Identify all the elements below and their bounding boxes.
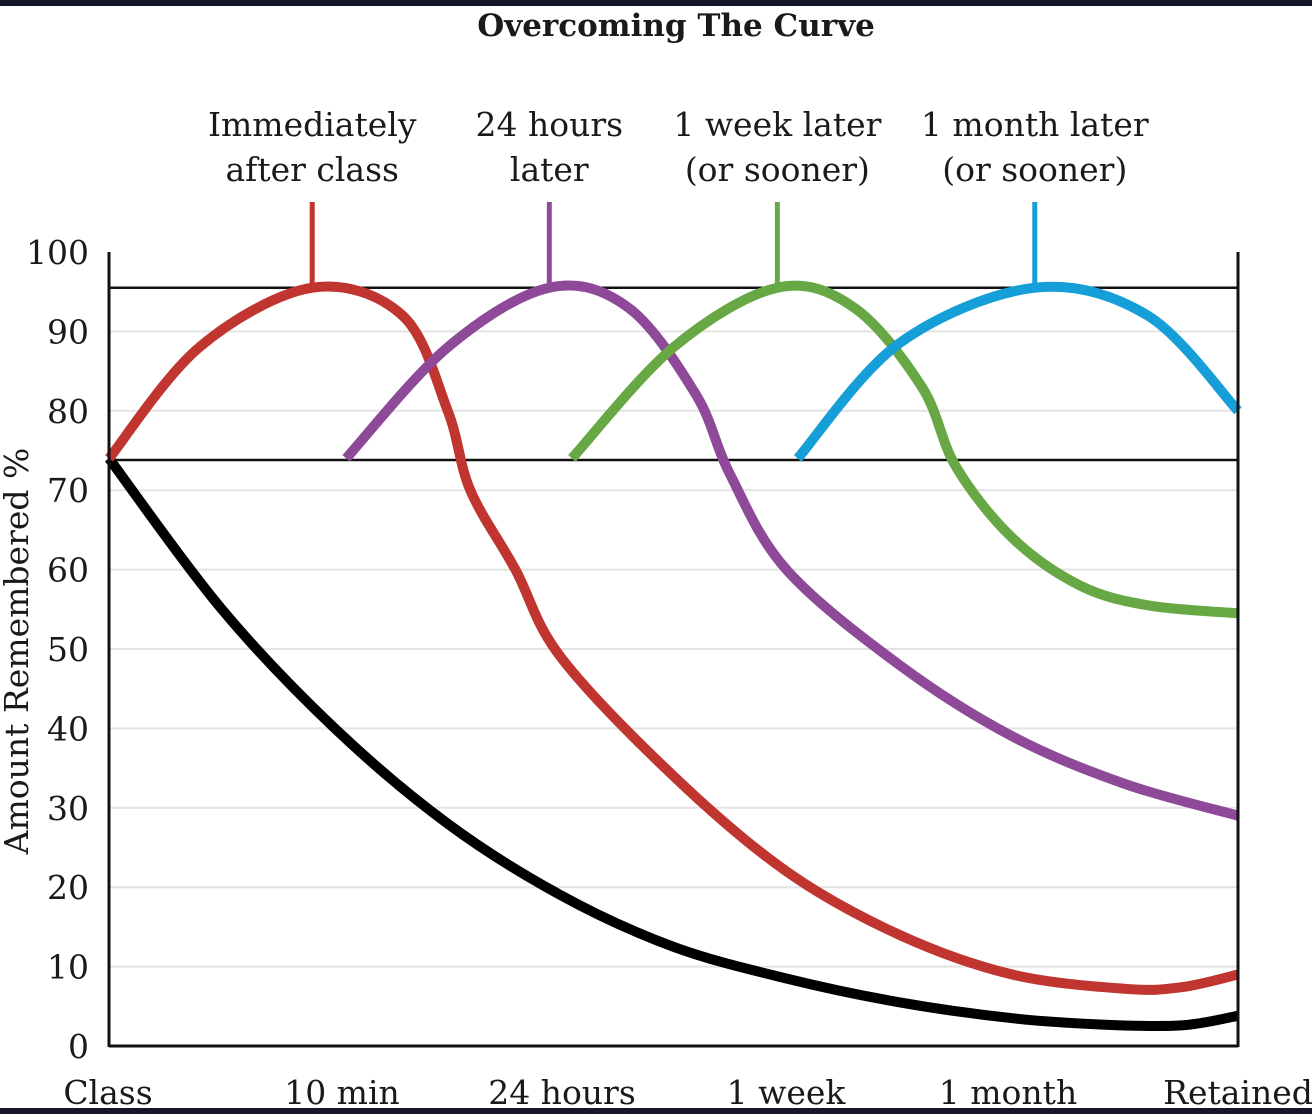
gridlines: [109, 330, 1238, 968]
annotation-label-2-1: 24 hours: [476, 105, 624, 144]
y-tick-20: 20: [47, 868, 89, 907]
y-axis-label: Amount Remembered %: [0, 448, 36, 856]
series-group: [104, 280, 1242, 1032]
y-tick-80: 80: [47, 392, 89, 431]
forgetting-curve-chart: Overcoming The Curve Immediately after cl…: [0, 8, 1312, 1108]
axes: [107, 252, 1240, 1048]
annotation-label-4-2: (or sooner): [942, 150, 1127, 189]
series-line-3: [342, 280, 1240, 821]
y-tick-10: 10: [47, 948, 89, 987]
x-tick-1: Class: [63, 1073, 152, 1108]
annotation-label-4-1: 1 month later: [921, 105, 1149, 144]
annotation-label-3-1: 1 week later: [673, 105, 881, 144]
annotation-label-1-2: after class: [225, 150, 399, 189]
chart-title: Overcoming The Curve: [477, 8, 875, 44]
series-line-5: [793, 281, 1242, 462]
y-tick-70: 70: [47, 471, 89, 510]
series-line-1: [104, 455, 1239, 1032]
y-tick-50: 50: [47, 630, 89, 669]
series-line-2: [105, 281, 1240, 995]
y-tick-0: 0: [68, 1027, 89, 1066]
y-tick-40: 40: [47, 709, 89, 748]
x-tick-labels: Class 10 min 24 hours 1 week 1 month Retained: [63, 1073, 1312, 1108]
x-tick-4: 1 week: [727, 1073, 847, 1108]
y-tick-labels: 0 10 20 30 40 50 60 70 80 90 100: [26, 233, 89, 1066]
annotation-label-1-1: Immediately: [208, 105, 417, 144]
chart-frame: Overcoming The Curve Immediately after cl…: [0, 6, 1312, 1108]
x-tick-2: 10 min: [284, 1073, 400, 1108]
series-line-4: [568, 280, 1239, 619]
y-tick-30: 30: [47, 789, 89, 828]
x-tick-6: Retained: [1163, 1073, 1312, 1108]
y-tick-60: 60: [47, 551, 89, 590]
annotation-label-3-2: (or sooner): [685, 150, 870, 189]
y-tick-90: 90: [47, 312, 89, 351]
annotations: Immediately after class 24 hours later 1 wee…: [208, 105, 1149, 290]
x-tick-3: 24 hours: [488, 1073, 636, 1108]
reference-lines: [109, 286, 1238, 462]
annotation-label-2-2: later: [510, 150, 589, 189]
x-tick-5: 1 month: [939, 1073, 1077, 1108]
y-tick-100: 100: [26, 233, 89, 272]
